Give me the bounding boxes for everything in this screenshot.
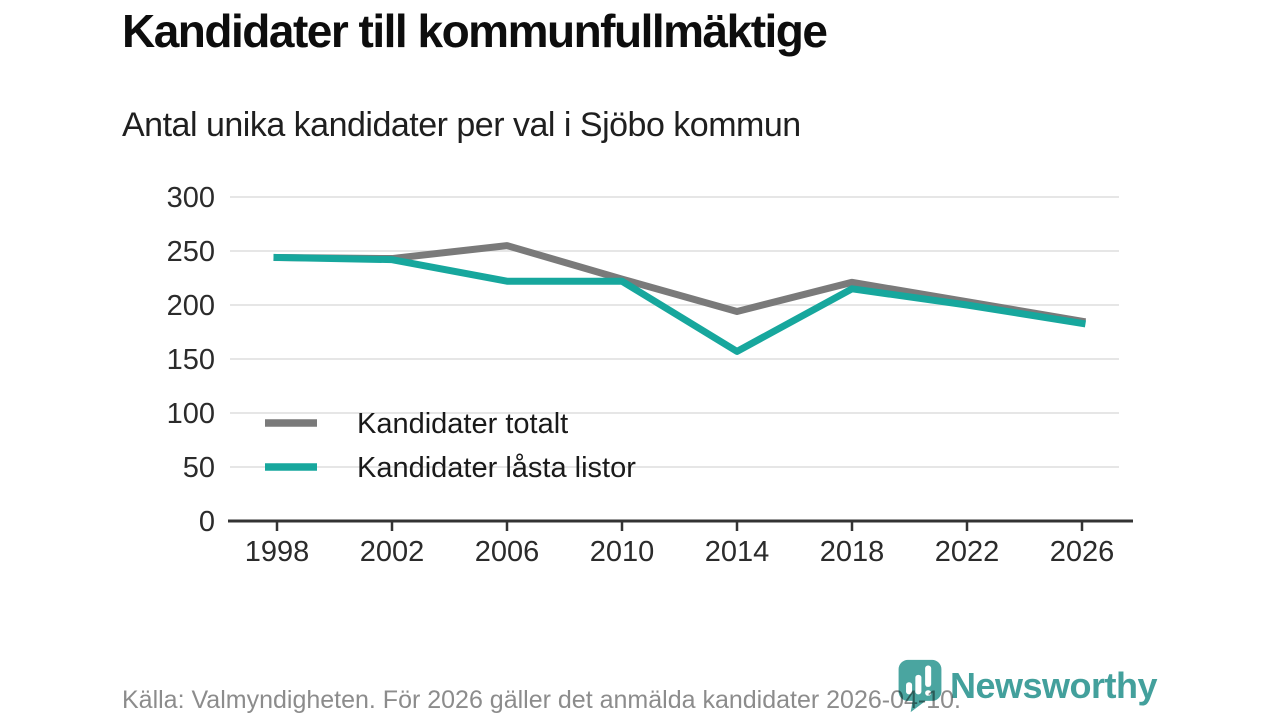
x-axis-tick-label: 2018: [820, 536, 885, 568]
y-axis-tick-label: 50: [183, 452, 215, 484]
logo-bar-tall: [915, 674, 922, 695]
y-axis-tick-label: 150: [167, 344, 215, 376]
x-axis-tick-label: 2006: [475, 536, 540, 568]
y-axis-tick-label: 250: [167, 236, 215, 268]
newsworthy-logo-icon: [898, 659, 942, 713]
x-axis-tick-label: 2002: [360, 536, 425, 568]
source-note: Källa: Valmyndigheten. För 2026 gäller d…: [122, 686, 961, 714]
logo-exclamation-bar: [925, 665, 932, 687]
x-axis-tick-label: 1998: [245, 536, 310, 568]
x-axis-tick-label: 2010: [590, 536, 655, 568]
x-axis-tick-label: 2026: [1050, 536, 1115, 568]
page-title: Kandidater till kommunfullmäktige: [122, 5, 828, 57]
newsworthy-wordmark: Newsworthy: [950, 665, 1158, 706]
series-line-kandidater-totalt: [273, 242, 1087, 326]
chart-subtitle: Antal unika kandidater per val i Sjöbo k…: [122, 106, 801, 144]
logo-exclamation-dot: [925, 690, 932, 696]
y-axis-tick-label: 200: [167, 290, 215, 322]
x-axis-tick-label: 2022: [935, 536, 1000, 568]
legend-label: Kandidater totalt: [357, 408, 568, 440]
newsworthy-logo: Newsworthy: [897, 659, 1158, 713]
y-axis-tick-label: 300: [167, 182, 215, 214]
x-axis-tick-label: 2014: [705, 536, 770, 568]
y-axis-tick-label: 100: [167, 398, 215, 430]
logo-bar-short: [906, 682, 913, 695]
legend-label: Kandidater låsta listor: [357, 452, 636, 484]
y-axis-tick-label: 0: [199, 506, 215, 538]
series-line-kandidater-lasta-listor: [273, 253, 1087, 355]
